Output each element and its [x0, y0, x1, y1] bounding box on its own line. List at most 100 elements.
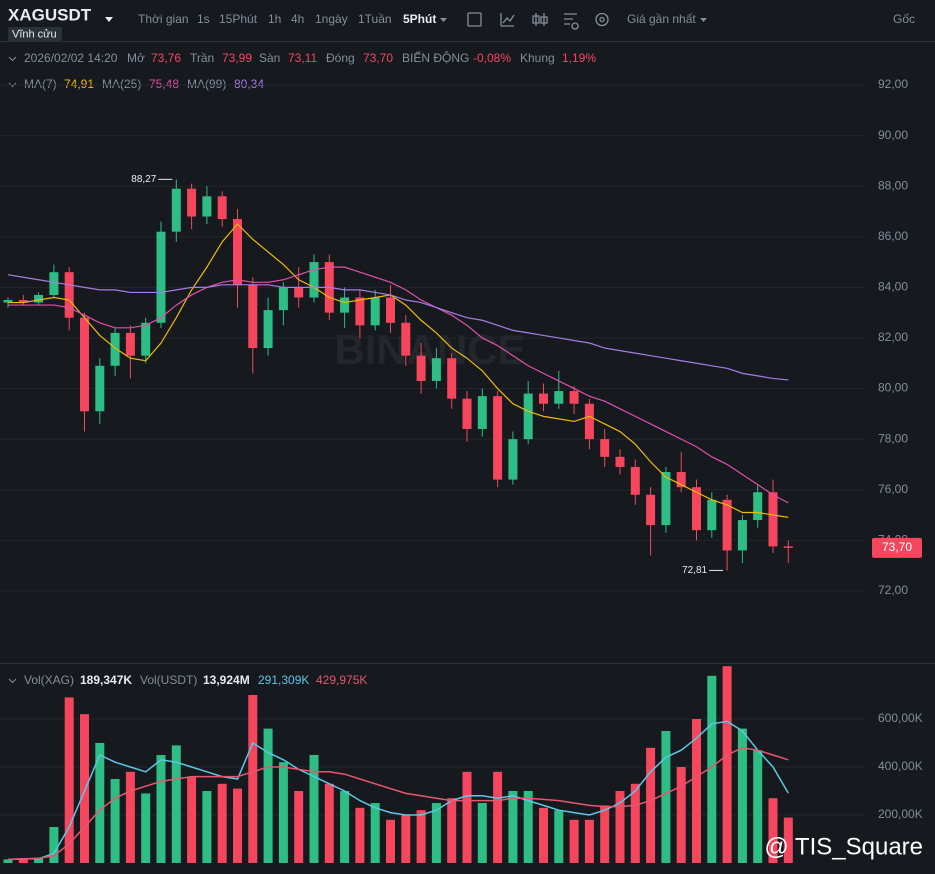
- volume-bar: [508, 791, 518, 863]
- collapse-chevron[interactable]: [8, 82, 17, 88]
- settings-icon[interactable]: [595, 12, 609, 27]
- volume-bar: [554, 810, 564, 863]
- volume-bar: [707, 675, 717, 863]
- price-type-caret[interactable]: [700, 18, 707, 22]
- symbol[interactable]: XAGUSDT: [8, 5, 92, 24]
- ma-legend-value: 74,91: [64, 77, 94, 91]
- volume-bar: [477, 803, 487, 863]
- candle-body: [646, 494, 656, 526]
- info-low: 73,11: [288, 51, 317, 65]
- volume-bar: [309, 755, 319, 863]
- settings-icon-dot[interactable]: [599, 16, 605, 23]
- candle-body: [3, 300, 13, 303]
- collapse-chevron[interactable]: [8, 678, 17, 684]
- info-range-label: Khung: [520, 51, 555, 65]
- volume-bar: [263, 728, 273, 863]
- toolbar-item[interactable]: 1h: [268, 12, 281, 26]
- price-type[interactable]: Giá gần nhất: [627, 12, 696, 26]
- volume-bar: [49, 827, 59, 863]
- candle-body: [34, 294, 44, 303]
- candle-body: [110, 332, 120, 366]
- candle-body: [737, 520, 747, 551]
- volume-bar: [646, 747, 656, 863]
- volume-bar: [539, 807, 548, 863]
- ma-legend-name: MA(99): [187, 77, 226, 91]
- info-change: -0,08%: [473, 51, 511, 65]
- vol-ma-legend-value: 291,309K: [258, 673, 309, 687]
- volume-bar: [171, 745, 181, 863]
- volume-bar: [493, 771, 503, 863]
- vol-legend-name: Vol(XAG): [24, 673, 74, 687]
- collapse-chevron[interactable]: [8, 56, 17, 62]
- contract-chip: [8, 27, 62, 41]
- info-low-label: Sàn: [259, 51, 280, 65]
- volume-bar: [462, 771, 472, 863]
- candle-body: [523, 393, 533, 440]
- toolbar-item[interactable]: 4h: [291, 12, 304, 26]
- y-tick-label: 80,00: [878, 381, 908, 395]
- volume-bar: [156, 755, 166, 863]
- candle-body: [202, 196, 212, 217]
- candle-body: [156, 231, 166, 323]
- candle-body: [141, 322, 151, 356]
- candle-icon[interactable]: [532, 13, 548, 26]
- y-tick-label: 86,00: [878, 229, 908, 243]
- y-tick-label: 82,00: [878, 330, 908, 344]
- volume-bar: [355, 807, 365, 863]
- info-high: 73,99: [222, 51, 252, 65]
- volume-bar: [768, 798, 778, 863]
- volume-bar: [523, 791, 533, 863]
- candle-body: [401, 322, 411, 356]
- ma-legend-value: 75,48: [149, 77, 179, 91]
- interval-caret[interactable]: [440, 18, 447, 22]
- volume-ma-line: [7, 720, 789, 861]
- volume-bar: [233, 788, 242, 863]
- extreme-label: 72,81: [682, 565, 707, 576]
- candle-body: [95, 365, 105, 412]
- ma-line: [7, 274, 789, 381]
- volume-bar: [34, 857, 44, 863]
- info-open-label: Mở: [127, 51, 145, 65]
- candle-body: [18, 300, 28, 303]
- candle-body: [263, 310, 273, 349]
- symbol-caret[interactable]: [105, 17, 113, 22]
- volume-bar: [447, 798, 457, 863]
- ma-legend-name: MA(25): [102, 77, 141, 91]
- candle-body: [600, 439, 610, 457]
- candle-body: [661, 472, 671, 526]
- candle-body: [355, 297, 365, 326]
- info-close: 73,70: [363, 51, 393, 65]
- volume-bar: [18, 858, 28, 863]
- vol-legend-value: 189,347K: [80, 673, 132, 687]
- candle-body: [692, 487, 701, 531]
- calendar-icon[interactable]: [467, 12, 482, 27]
- volume-bar: [125, 771, 135, 863]
- info-high-label: Trần: [190, 51, 214, 65]
- candle-body: [539, 393, 548, 404]
- ma-legend-value: 80,34: [234, 77, 264, 91]
- ma-line: [8, 223, 789, 518]
- candle-body: [615, 456, 625, 467]
- vol-ma-legend-value: 429,975K: [316, 673, 367, 687]
- volume-bar: [202, 791, 212, 863]
- info-close-label: Đóng: [326, 51, 355, 65]
- toolbar-item[interactable]: 1s: [197, 12, 210, 26]
- toolbar-item[interactable]: 15Phút: [219, 12, 258, 26]
- toolbar-item[interactable]: Thời gian: [138, 12, 189, 26]
- scale-mode[interactable]: Gốc: [893, 12, 915, 26]
- candle-body: [676, 472, 686, 488]
- candle-body: [248, 284, 258, 349]
- toolbar-item[interactable]: 1ngày: [315, 12, 348, 26]
- toolbar-item[interactable]: 1Tuần: [358, 12, 392, 26]
- interval-active[interactable]: 5Phút: [403, 12, 436, 26]
- candle-body: [294, 287, 304, 298]
- volume-bar: [340, 791, 350, 863]
- candle-body: [187, 188, 197, 217]
- indicator-icon[interactable]: [500, 13, 515, 27]
- template-icon[interactable]: [564, 13, 579, 30]
- last-price-box: [872, 537, 922, 558]
- watermark: BINANCE: [334, 326, 525, 373]
- y-tick-label: 600,00K: [878, 711, 923, 725]
- volume-bar: [141, 793, 151, 863]
